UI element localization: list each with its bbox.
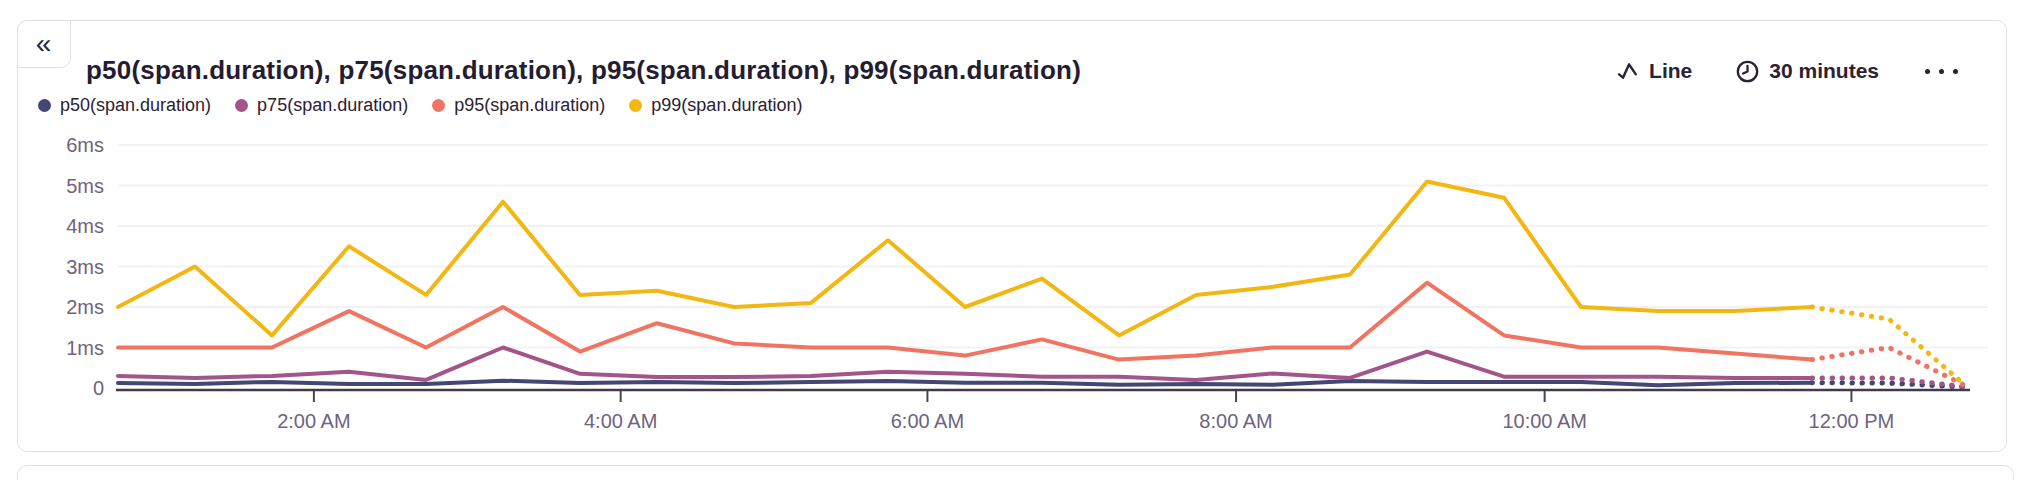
- y-axis-tick-label: 6ms: [66, 134, 104, 156]
- duration-chart-canvas[interactable]: 0 1ms 2ms 3ms 4ms 5ms 6ms 2:00 AM 4:00 AM 6:00 AM…: [18, 21, 2008, 451]
- legend-label: p99(span.duration): [651, 95, 802, 116]
- legend-color-dot: [629, 99, 642, 112]
- x-axis-tick-label: 2:00 AM: [277, 410, 350, 432]
- series-line-projected-p75: [1812, 378, 1966, 387]
- legend-color-dot: [38, 99, 51, 112]
- x-axis-tick-label: 10:00 AM: [1502, 410, 1587, 432]
- legend-item-p50[interactable]: p50(span.duration): [38, 95, 211, 116]
- legend-item-p75[interactable]: p75(span.duration): [235, 95, 408, 116]
- y-axis-tick-label: 2ms: [66, 296, 104, 318]
- chart-legend: p50(span.duration) p75(span.duration) p95(…: [38, 95, 802, 116]
- legend-color-dot: [432, 99, 445, 112]
- x-axis-tick-label: 4:00 AM: [584, 410, 657, 432]
- x-axis-tick-label: 6:00 AM: [891, 410, 964, 432]
- collapse-panel-button[interactable]: «: [17, 20, 71, 68]
- y-axis-tick-label: 4ms: [66, 215, 104, 237]
- legend-label: p75(span.duration): [257, 95, 408, 116]
- chart-area: 0 1ms 2ms 3ms 4ms 5ms 6ms 2:00 AM 4:00 AM 6:00 AM…: [18, 21, 2008, 451]
- legend-item-p95[interactable]: p95(span.duration): [432, 95, 605, 116]
- y-axis-tick-label: 1ms: [66, 337, 104, 359]
- legend-item-p99[interactable]: p99(span.duration): [629, 95, 802, 116]
- series-line-p99: [118, 182, 1812, 336]
- x-axis-tick-label: 8:00 AM: [1199, 410, 1272, 432]
- x-axis-tick-label: 12:00 PM: [1809, 410, 1895, 432]
- legend-color-dot: [235, 99, 248, 112]
- legend-label: p95(span.duration): [454, 95, 605, 116]
- y-axis-tick-label: 3ms: [66, 256, 104, 278]
- chevron-double-left-icon: «: [36, 28, 52, 60]
- legend-label: p50(span.duration): [60, 95, 211, 116]
- next-panel-edge: [17, 465, 2014, 480]
- series-line-p75: [118, 348, 1812, 380]
- y-axis-tick-label: 0: [93, 377, 104, 399]
- y-axis-tick-label: 5ms: [66, 175, 104, 197]
- metric-chart-card: « p50(span.duration), p75(span.duration)…: [17, 20, 2007, 452]
- series-line-p50: [118, 381, 1812, 386]
